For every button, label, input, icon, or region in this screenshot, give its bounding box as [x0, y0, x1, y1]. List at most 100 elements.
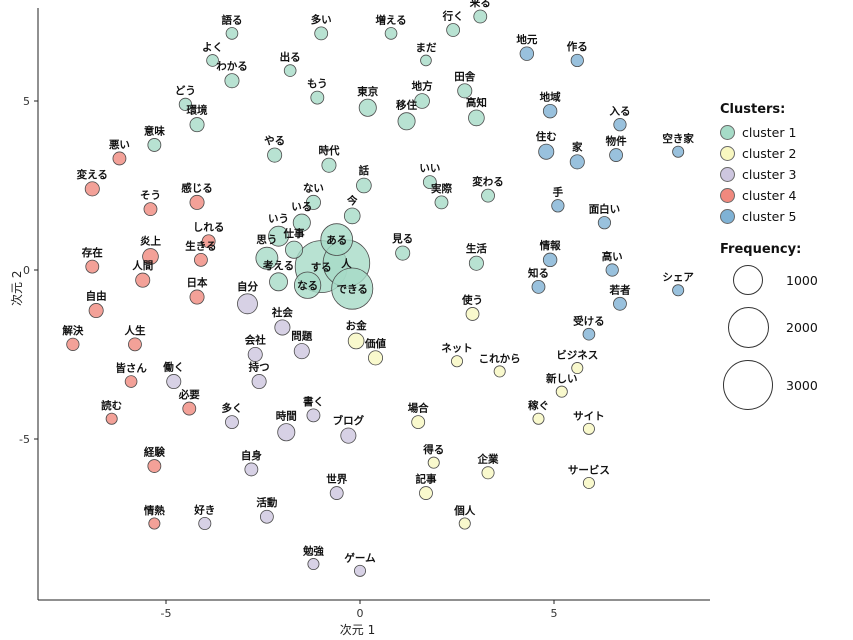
- data-point: [198, 517, 212, 531]
- point-label: お金: [346, 319, 367, 332]
- point-label: 生活: [466, 242, 487, 255]
- point-label: 場合: [408, 402, 429, 415]
- data-point: [446, 23, 461, 37]
- point-label: 来る: [469, 0, 491, 9]
- data-point: [189, 194, 205, 210]
- data-point: [224, 73, 240, 89]
- data-point: [414, 93, 430, 109]
- data-point: [321, 157, 337, 173]
- point-label: 企業: [477, 453, 499, 466]
- point-label: まだ: [415, 42, 436, 54]
- x-tick-label: 0: [357, 607, 364, 620]
- point-label: 皆さん: [115, 362, 147, 375]
- data-point: [538, 143, 555, 160]
- point-label: 変える: [77, 168, 108, 181]
- frequency-circle: [733, 265, 763, 295]
- point-label: もう: [307, 78, 328, 90]
- data-point: [411, 415, 426, 430]
- data-point: [531, 279, 546, 294]
- point-label: 手: [553, 186, 564, 199]
- point-label: 空き家: [662, 132, 694, 145]
- data-point: [307, 558, 320, 571]
- point-label: 高い: [602, 250, 623, 263]
- point-label: 読む: [101, 399, 122, 412]
- data-point: [397, 112, 416, 131]
- point-label: どう: [175, 84, 196, 97]
- point-label: 多く: [221, 402, 242, 415]
- point-label: サービス: [568, 463, 610, 476]
- data-point: [84, 181, 100, 197]
- data-point: [331, 267, 374, 310]
- cluster-label: cluster 5: [742, 209, 797, 224]
- point-label: 個人: [453, 504, 475, 517]
- data-point: [473, 9, 488, 24]
- cluster-swatch: [720, 146, 735, 161]
- x-tick-label: 5: [551, 607, 558, 620]
- data-point: [255, 246, 279, 270]
- y-axis-title: 次元 2: [10, 270, 24, 306]
- point-label: 入る: [609, 105, 630, 117]
- data-point: [672, 145, 685, 158]
- data-point: [128, 337, 142, 352]
- data-point: [244, 462, 259, 477]
- data-point: [182, 401, 197, 416]
- data-point: [269, 272, 288, 292]
- data-point: [468, 109, 485, 127]
- point-label: 情報: [540, 239, 561, 252]
- data-point: [582, 327, 596, 341]
- data-point: [450, 355, 463, 368]
- point-label: 物件: [606, 135, 627, 148]
- data-point: [672, 284, 685, 297]
- point-label: 情熱: [144, 504, 165, 517]
- data-point: [597, 216, 612, 230]
- y-tick-label: 0: [23, 264, 30, 277]
- point-label: やる: [264, 135, 285, 147]
- point-label: 記事: [415, 473, 436, 486]
- data-point: [320, 223, 354, 256]
- point-label: 働く: [162, 360, 184, 373]
- frequency-circle-wrap: [720, 360, 776, 410]
- point-label: 見る: [391, 233, 413, 245]
- cluster-swatch: [720, 125, 735, 140]
- point-label: 仕事: [283, 227, 305, 240]
- point-label: いう: [268, 213, 289, 225]
- data-point: [542, 252, 558, 268]
- legend-frequency-item: 1000: [720, 265, 852, 295]
- data-point: [340, 427, 357, 444]
- clusters-legend-items: cluster 1 cluster 2 cluster 3 cluster 4 clus…: [720, 125, 852, 224]
- data-point: [124, 375, 138, 388]
- data-point: [613, 296, 627, 311]
- data-point: [189, 117, 205, 133]
- point-label: わかる: [216, 61, 248, 73]
- data-point: [434, 195, 449, 210]
- point-label: 多い: [311, 13, 332, 26]
- data-point: [143, 202, 158, 217]
- x-tick-label: -5: [161, 607, 172, 620]
- point-label: ネット: [441, 343, 473, 355]
- data-point: [358, 98, 377, 117]
- point-label: 得る: [422, 443, 444, 456]
- data-point: [305, 194, 321, 210]
- data-point: [225, 415, 239, 430]
- data-point: [468, 255, 484, 271]
- cluster-label: cluster 3: [742, 167, 797, 182]
- frequency-label: 3000: [786, 377, 818, 393]
- point-label: 行く: [442, 9, 464, 22]
- point-label: 時間: [276, 410, 297, 423]
- point-label: 悪い: [109, 139, 130, 151]
- data-point: [189, 289, 205, 305]
- data-point: [457, 83, 473, 99]
- frequency-circle-wrap: [720, 265, 776, 295]
- data-point: [493, 365, 506, 378]
- point-label: 炎上: [140, 235, 161, 248]
- frequency-label: 1000: [786, 272, 818, 288]
- point-label: 知る: [528, 266, 549, 279]
- point-label: 移住: [396, 99, 417, 112]
- data-point: [582, 476, 595, 489]
- legend-cluster-item: cluster 4: [720, 188, 852, 203]
- point-label: これから: [479, 353, 521, 365]
- clusters-legend-title: Clusters:: [720, 102, 786, 117]
- point-label: 作る: [567, 40, 588, 53]
- data-point: [148, 517, 161, 530]
